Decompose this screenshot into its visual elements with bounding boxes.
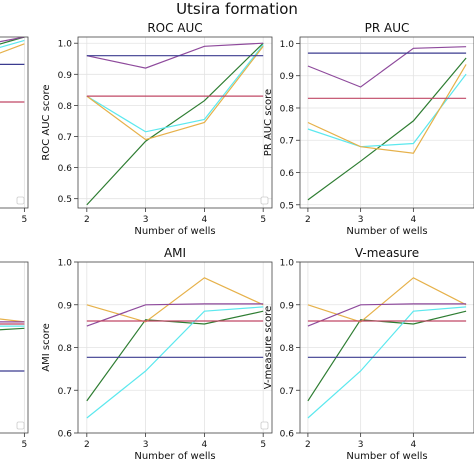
x-tick-label: 4 [410, 215, 416, 225]
series-line-dark_green [0, 327, 25, 331]
x-tick-label: 2 [305, 440, 311, 450]
series-line-purple [307, 303, 467, 327]
x-tick-label: 5 [22, 215, 28, 225]
series-line-cyan [0, 39, 25, 48]
series-line-dark_green [307, 310, 467, 402]
series-line-cyan [86, 306, 264, 419]
x-tick-label: 4 [410, 440, 416, 450]
y-tick-label: 0.7 [58, 387, 72, 397]
y-axis-label: AMI score [41, 323, 52, 371]
x-tick-label: 5 [260, 215, 266, 225]
y-tick-label: 0.6 [58, 164, 73, 174]
series-line-purple [86, 303, 264, 327]
series-line-cyan [0, 325, 25, 327]
x-tick-label: 4 [202, 215, 208, 225]
panel-title: V-measure [355, 246, 419, 260]
y-tick-label: 1.0 [280, 40, 295, 50]
panel-title: PR AUC [365, 21, 410, 35]
y-axis-label: V-measure score [263, 306, 274, 390]
y-tick-label: 0.9 [280, 301, 295, 311]
y-axis-label: ROC AUC score [41, 84, 52, 160]
y-tick-label: 0.9 [280, 72, 295, 82]
x-tick-label: 3 [358, 440, 364, 450]
x-tick-label: 3 [143, 215, 149, 225]
axes-frame [299, 261, 474, 434]
y-tick-label: 0.5 [280, 201, 294, 211]
x-axis-label: Number of wells [134, 451, 215, 462]
series-line-orange [86, 277, 264, 323]
figure-title: Utsira formation [176, 0, 298, 18]
series-line-orange [86, 45, 264, 141]
y-tick-label: 0.9 [58, 301, 73, 311]
series-line-purple [307, 46, 467, 88]
y-tick-label: 1.0 [58, 259, 73, 269]
y-tick-label: 1.0 [58, 40, 73, 50]
legend-box [16, 196, 25, 205]
axes-frame [77, 261, 273, 434]
x-tick-label: 4 [202, 440, 208, 450]
series-line-dark_green [307, 57, 467, 201]
series-line-dark_green [86, 42, 264, 206]
x-tick-label: 2 [84, 440, 90, 450]
series-line-dark_green [0, 37, 25, 45]
y-tick-label: 0.9 [58, 71, 73, 81]
axes-frame [0, 36, 29, 209]
x-tick-label: 2 [84, 215, 90, 225]
y-tick-label: 0.5 [58, 195, 72, 205]
series-line-cyan [307, 306, 467, 419]
series-line-cyan [307, 73, 467, 148]
y-tick-label: 0.7 [58, 133, 72, 143]
panel-title: AMI [164, 246, 186, 260]
legend-box [260, 196, 269, 205]
y-tick-label: 0.7 [280, 387, 294, 397]
y-axis-label: PR AUC score [263, 89, 274, 156]
y-tick-label: 0.8 [280, 104, 295, 114]
series-line-purple [0, 37, 25, 43]
series-line-cyan [86, 44, 264, 133]
panel-title: ROC AUC [147, 21, 202, 35]
y-tick-label: 0.8 [280, 344, 295, 354]
legend-box [16, 421, 25, 430]
y-tick-label: 1.0 [280, 259, 295, 269]
x-axis-label: Number of wells [134, 226, 215, 237]
y-tick-label: 0.6 [280, 169, 295, 179]
series-line-orange [0, 318, 25, 323]
y-tick-label: 0.6 [58, 430, 73, 440]
x-tick-label: 3 [143, 440, 149, 450]
series-line-orange [307, 277, 467, 323]
legend-box [260, 421, 269, 430]
series-line-orange [307, 64, 467, 154]
axes-frame [299, 36, 474, 209]
series-line-purple [86, 42, 264, 69]
y-tick-label: 0.8 [58, 344, 73, 354]
x-tick-label: 5 [22, 440, 28, 450]
x-tick-label: 3 [358, 215, 364, 225]
x-axis-label: Number of wells [346, 451, 427, 462]
y-tick-label: 0.8 [58, 102, 73, 112]
axes-frame [0, 261, 29, 434]
x-axis-label: Number of wells [346, 226, 427, 237]
y-tick-label: 0.6 [280, 430, 295, 440]
x-tick-label: 5 [260, 440, 266, 450]
series-line-dark_green [86, 310, 264, 402]
x-tick-label: 2 [305, 215, 311, 225]
axes-frame [77, 36, 273, 209]
series-line-orange [0, 43, 25, 54]
y-tick-label: 0.7 [280, 137, 294, 147]
